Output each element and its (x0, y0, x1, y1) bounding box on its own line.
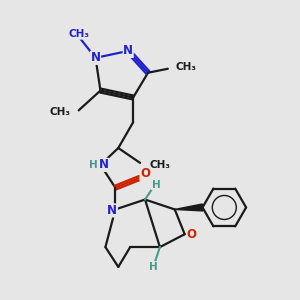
Text: H: H (89, 160, 98, 170)
Text: N: N (107, 204, 117, 217)
Polygon shape (175, 204, 203, 211)
Text: CH₃: CH₃ (150, 160, 171, 170)
Text: CH₃: CH₃ (50, 107, 71, 117)
Text: CH₃: CH₃ (68, 29, 89, 39)
Text: H: H (152, 180, 160, 190)
Text: N: N (98, 158, 108, 171)
Text: CH₃: CH₃ (176, 62, 197, 72)
Text: N: N (123, 44, 133, 57)
Text: N: N (91, 51, 100, 64)
Text: O: O (140, 167, 150, 180)
Text: O: O (187, 228, 196, 241)
Text: H: H (148, 262, 157, 272)
